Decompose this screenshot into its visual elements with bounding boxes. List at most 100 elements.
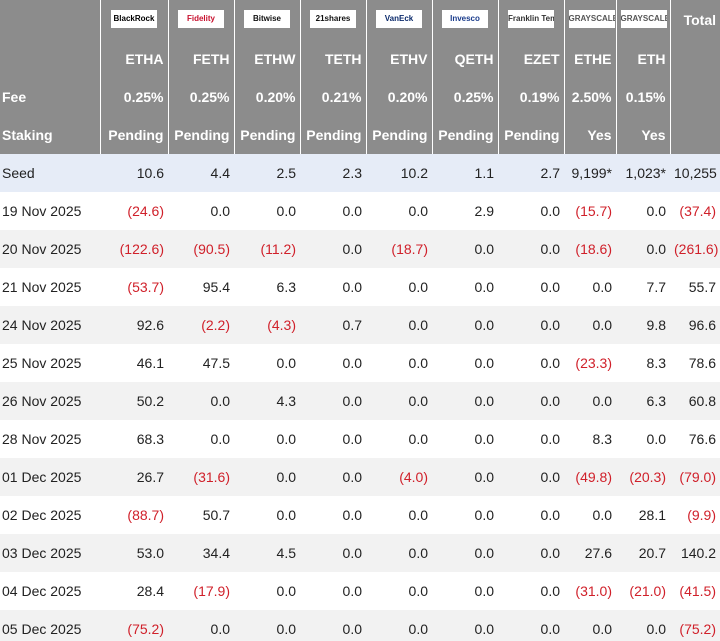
flow-value: 0.0 <box>432 230 498 268</box>
flow-value: 0.0 <box>540 203 560 219</box>
flow-value: 0.0 <box>540 431 560 447</box>
ticker: ETHW <box>233 40 300 78</box>
issuer-cell: Invesco <box>431 0 498 40</box>
ticker: EZET <box>497 40 564 78</box>
data-row: 20 Nov 2025 (122.6) (90.5) (11.2) 0.0 (18.7) 0… <box>0 230 720 268</box>
flow-value: 0.0 <box>646 203 666 219</box>
flow-value: 7.7 <box>646 279 666 295</box>
ticker: QETH <box>431 40 498 78</box>
total-header: Total <box>669 0 720 40</box>
row-label: 26 Nov 2025 <box>0 382 100 420</box>
flow-value: (15.7) <box>575 203 612 219</box>
total-value: 78.6 <box>688 355 716 371</box>
row-label: 04 Dec 2025 <box>2 583 82 599</box>
flow-value: 0.0 <box>646 431 666 447</box>
flow-value: 0.0 <box>276 203 296 219</box>
flow-value: 95.4 <box>202 279 230 295</box>
empty-cell <box>669 40 720 78</box>
flow-value: 0.0 <box>474 355 494 371</box>
flow-value: 0.0 <box>168 610 234 641</box>
flow-value: (18.6) <box>564 230 616 268</box>
flow-value: 0.0 <box>342 203 362 219</box>
issuer-cell: Fidelity <box>167 0 234 40</box>
data-row: 04 Dec 2025 28.4 (17.9) 0.0 0.0 0.0 0.0 0.0 (31.… <box>0 572 720 610</box>
total-value: (79.0) <box>670 458 720 496</box>
flow-value: 0.0 <box>498 610 564 641</box>
flow-value: 9.8 <box>616 306 670 344</box>
flow-value: 0.0 <box>300 458 366 496</box>
flow-value: 0.0 <box>234 610 300 641</box>
issuer-logo: BlackRock <box>111 9 157 28</box>
empty-cell <box>669 116 720 154</box>
flow-value: (23.3) <box>575 355 612 371</box>
flow-value: 0.0 <box>432 458 498 496</box>
ticker: ETHE <box>563 40 616 78</box>
issuer-cell: GRAYSCALE <box>615 0 670 40</box>
ticker: FETH <box>167 40 234 78</box>
flow-value: 28.4 <box>136 583 164 599</box>
ticker: ETHV <box>365 40 432 78</box>
staking-value: Pending <box>497 116 564 154</box>
staking-value: Yes <box>563 116 616 154</box>
issuer-cell: GRAYSCALE <box>563 0 616 40</box>
flow-value: 0.0 <box>234 458 300 496</box>
data-row: 21 Nov 2025 (53.7) 95.4 6.3 0.0 0.0 0.0 0.0 0.0 7… <box>0 268 720 306</box>
flow-value: (88.7) <box>127 507 164 523</box>
flow-value: 0.0 <box>366 534 432 572</box>
flow-value: 0.0 <box>300 230 366 268</box>
staking-value: Pending <box>299 116 366 154</box>
flow-value: (20.3) <box>616 458 670 496</box>
flow-value: (4.3) <box>234 306 300 344</box>
staking-value: Pending <box>365 116 432 154</box>
flow-value: 0.0 <box>276 583 296 599</box>
issuer-cell: 21shares <box>299 0 366 40</box>
flow-value: 0.0 <box>540 507 560 523</box>
flow-value: 50.7 <box>202 507 230 523</box>
flow-value: 6.3 <box>276 279 296 295</box>
flow-value: 0.0 <box>210 203 230 219</box>
flow-value: 10.2 <box>366 154 432 192</box>
ticker: TETH <box>299 40 366 78</box>
flow-value: 0.0 <box>592 507 612 523</box>
flow-value: 0.0 <box>300 610 366 641</box>
flow-value: (11.2) <box>234 230 300 268</box>
flow-value: 2.9 <box>474 203 494 219</box>
flow-value: 0.0 <box>564 610 616 641</box>
data-row: 28 Nov 2025 68.3 0.0 0.0 0.0 0.0 0.0 0.0 8.3 0.0 7… <box>0 420 720 458</box>
flow-value: 46.1 <box>136 355 164 371</box>
flow-value: 8.3 <box>592 431 612 447</box>
flow-value: 0.0 <box>432 382 498 420</box>
flow-value: 28.1 <box>638 507 666 523</box>
flow-value: 0.0 <box>432 306 498 344</box>
total-value: 96.6 <box>670 306 720 344</box>
total-value: 55.7 <box>688 279 716 295</box>
row-label: 05 Dec 2025 <box>0 610 100 641</box>
issuer-logo: 21shares <box>310 9 356 28</box>
flow-value: (31.6) <box>168 458 234 496</box>
fee-value: 0.21% <box>299 78 366 116</box>
flow-value: 68.3 <box>136 431 164 447</box>
staking-label: Staking <box>0 116 100 154</box>
flow-value: (24.6) <box>127 203 164 219</box>
flow-value: 0.0 <box>366 382 432 420</box>
issuer-logo: VanEck <box>376 9 422 28</box>
flow-value: 4.4 <box>168 154 234 192</box>
flow-value: 0.0 <box>276 507 296 523</box>
flow-value: 0.0 <box>432 534 498 572</box>
total-value: 60.8 <box>670 382 720 420</box>
fee-value: 0.25% <box>431 78 498 116</box>
flow-value: 1,023* <box>616 154 670 192</box>
flow-value: 0.0 <box>342 279 362 295</box>
flow-value: 0.0 <box>210 431 230 447</box>
data-row: 02 Dec 2025 (88.7) 50.7 0.0 0.0 0.0 0.0 0.0 0.0 2… <box>0 496 720 534</box>
staking-value: Pending <box>431 116 498 154</box>
flow-value: 0.0 <box>408 431 428 447</box>
flow-value: 0.0 <box>616 230 670 268</box>
row-label: 19 Nov 2025 <box>2 203 82 219</box>
corner-cell <box>0 0 100 40</box>
flow-value: 0.0 <box>474 431 494 447</box>
fee-value: 0.20% <box>233 78 300 116</box>
flow-value: 2.7 <box>498 154 564 192</box>
